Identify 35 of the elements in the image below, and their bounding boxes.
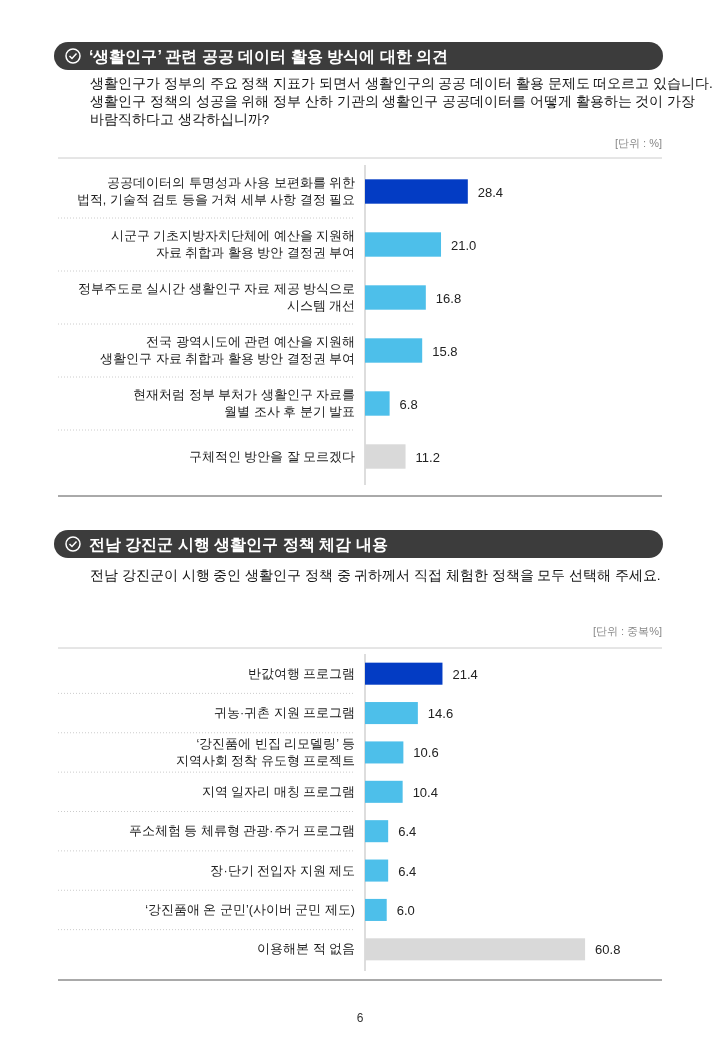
data-label: 16.8 bbox=[435, 290, 462, 306]
data-label: 6.8 bbox=[399, 396, 418, 412]
data-label: 11.2 bbox=[415, 449, 440, 465]
data-label: 15.8 bbox=[432, 343, 458, 359]
y-tick-label: 귀농·귀촌 지원 프로그램 bbox=[213, 706, 355, 721]
y-tick-label: 구체적인 방안을 잘 모르겠다 bbox=[188, 449, 355, 464]
y-tick-label: 반값여행 프로그램 bbox=[247, 666, 355, 681]
data-label: 10.6 bbox=[413, 745, 439, 761]
chart-title: ‘생활인구’ 관련 공공 데이터 활용 방식에 대한 의견 bbox=[89, 48, 449, 65]
y-tick-label: 이용해본 적 없음 bbox=[257, 942, 355, 957]
y-tick-label: 푸소체험 등 체류형 관광·주거 프로그램 bbox=[128, 824, 355, 839]
data-label: 6.4 bbox=[398, 863, 417, 879]
y-tick-label: 공공데이터의 투명성과 사용 보편화를 위한 법적, 기술적 검토 등을 거쳐 세부 사항 결정 필요 bbox=[76, 176, 355, 207]
chart-subtitle: 생활인구가 정부의 주요 정책 지표가 되면서 생활인구의 공공 데이터 활용 문제도 떠오르고 있습니다. 생활인구 정책의 성공을 위해 정부 산하 기관의 생활인구 공공데이터를 어떻게 활용하는 것이 가장 바람직하다고 생각하십니까? bbox=[90, 76, 713, 127]
y-tick-label: ‘강진품에 빈집 리모델링’ 등 지역사회 정착 유도형 프로젝트 bbox=[175, 736, 355, 768]
y-tick-label: ‘강진품애 온 군민’(사이버 군민 제도) bbox=[145, 902, 355, 917]
chart-subtitle: 전남 강진군이 시행 중인 생활인구 정책 중 귀하께서 직접 체험한 정책을 모두 선택해 주세요. bbox=[90, 568, 661, 583]
data-label: 14.6 bbox=[427, 706, 454, 722]
y-tick-label: 장·단기 전입자 지원 제도 bbox=[210, 863, 355, 878]
y-tick-label: 현재처럼 정부 부처가 생활인구 자료를 월별 조사 후 분기 발표 bbox=[133, 388, 355, 419]
y-tick-label: 전국 광역시도에 관련 예산을 지원해 생활인구 자료 취합과 활용 방안 결정권 부여 bbox=[100, 335, 355, 366]
data-label: 6.4 bbox=[398, 824, 417, 840]
data-label: 10.4 bbox=[412, 784, 438, 800]
y-tick-label: 지역 일자리 매칭 프로그램 bbox=[201, 784, 355, 799]
data-label: 21.0 bbox=[451, 237, 477, 253]
y-tick-label: 시군구 기초지방자치단체에 예산을 지원해 자료 취합과 활용 방안 결정권 부여 bbox=[110, 229, 355, 260]
data-label: 28.4 bbox=[477, 184, 504, 200]
data-label: 60.8 bbox=[595, 942, 621, 958]
text: [단위 : %] bbox=[614, 137, 662, 149]
y-tick-label: 정부주도로 실시간 생활인구 자료 제공 방식으로 시스템 개선 bbox=[77, 282, 355, 313]
data-label: 21.4 bbox=[452, 666, 478, 682]
data-label: 6.0 bbox=[396, 902, 415, 918]
chart-title: 전남 강진군 시행 생활인구 정책 체감 내용 bbox=[89, 536, 388, 553]
text: 6 bbox=[356, 1011, 364, 1025]
text: [단위 : 중복%] bbox=[592, 625, 662, 637]
